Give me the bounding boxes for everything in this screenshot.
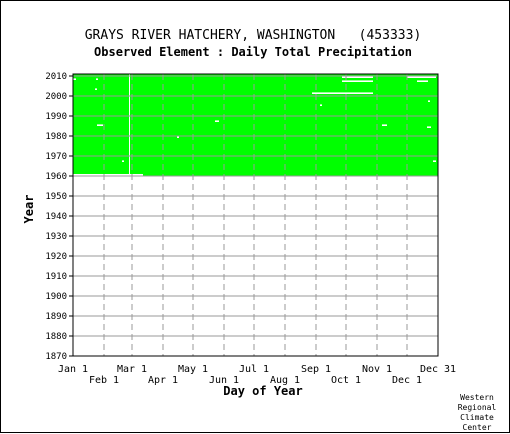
y-tick-label: 1900 — [45, 292, 67, 302]
data-layer — [73, 74, 438, 176]
plot-border — [72, 73, 439, 357]
y-tick-label: 1870 — [45, 352, 67, 362]
missing-data-gap — [95, 88, 97, 90]
y-tick-label: 1910 — [45, 272, 67, 282]
y-tick-label: 1960 — [45, 172, 67, 182]
partial-year-segment — [143, 174, 438, 176]
x-tick-label: Dec 1 — [392, 375, 422, 386]
missing-data-gap — [215, 120, 219, 122]
missing-data-column — [129, 74, 130, 174]
missing-data-gap — [342, 76, 373, 78]
missing-data-gap — [177, 136, 179, 138]
x-tick-label: Oct 1 — [331, 375, 361, 386]
missing-data-gap — [122, 160, 124, 162]
y-tick-layer: 2010 2000 1990 1980 1970 1960 1950 1940 1930 1920… — [45, 72, 73, 362]
x-tick-label: Dec 31 — [420, 364, 456, 375]
grid-layer — [73, 74, 438, 356]
credit-line: Climate — [460, 413, 494, 422]
y-tick-label: 1950 — [45, 192, 67, 202]
missing-data-gap — [97, 124, 103, 126]
y-tick-label: 1890 — [45, 312, 67, 322]
y-tick-label: 1930 — [45, 232, 67, 242]
x-tick-label: Mar 1 — [117, 364, 147, 375]
y-tick-label: 1970 — [45, 152, 67, 162]
credit-line: Regional — [458, 403, 497, 412]
chart-subtitle: Observed Element : Daily Total Precipita… — [94, 45, 412, 59]
x-tick-label: Feb 1 — [89, 375, 119, 386]
x-tick-label: Jan 1 — [58, 364, 88, 375]
missing-data-gap — [417, 80, 428, 82]
credit-line: Western — [460, 393, 494, 402]
y-tick-label: 1990 — [45, 112, 67, 122]
y-tick-label: 1940 — [45, 212, 67, 222]
missing-data-gap — [433, 160, 436, 162]
missing-data-gap — [73, 78, 76, 80]
credit-block: Western Regional Climate Center — [458, 393, 497, 432]
y-tick-label: 2000 — [45, 92, 67, 102]
x-tick-label: May 1 — [178, 364, 208, 375]
x-tick-label: Aug 1 — [270, 375, 300, 386]
y-tick-label: 2010 — [45, 72, 67, 82]
x-tick-label: Jul 1 — [239, 364, 269, 375]
missing-data-gap — [312, 92, 373, 94]
credit-line: Center — [463, 423, 492, 432]
y-tick-label: 1880 — [45, 332, 67, 342]
y-axis-label: Year — [22, 195, 36, 224]
chart-title: GRAYS RIVER HATCHERY, WASHINGTON (453333… — [85, 28, 422, 43]
missing-data-gap — [407, 76, 436, 78]
missing-data-gap — [428, 100, 430, 102]
x-tick-label: Jun 1 — [209, 375, 239, 386]
y-tick-label: 1920 — [45, 252, 67, 262]
missing-data-gap — [382, 124, 387, 126]
missing-data-gap — [427, 126, 431, 128]
x-tick-label: Apr 1 — [148, 375, 178, 386]
missing-data-gap — [96, 78, 98, 80]
y-tick-label: 1980 — [45, 132, 67, 142]
missing-data-gap — [320, 104, 322, 106]
x-axis-label: Day of Year — [223, 384, 302, 398]
x-tick-label: Nov 1 — [362, 364, 392, 375]
x-tick-label: Sep 1 — [301, 364, 331, 375]
x-tick-layer: Jan 1 Mar 1 May 1 Jul 1 Sep 1 Nov 1 Dec 31 Feb … — [58, 364, 456, 386]
observed-data-block — [73, 74, 438, 174]
missing-data-gap — [342, 80, 373, 82]
